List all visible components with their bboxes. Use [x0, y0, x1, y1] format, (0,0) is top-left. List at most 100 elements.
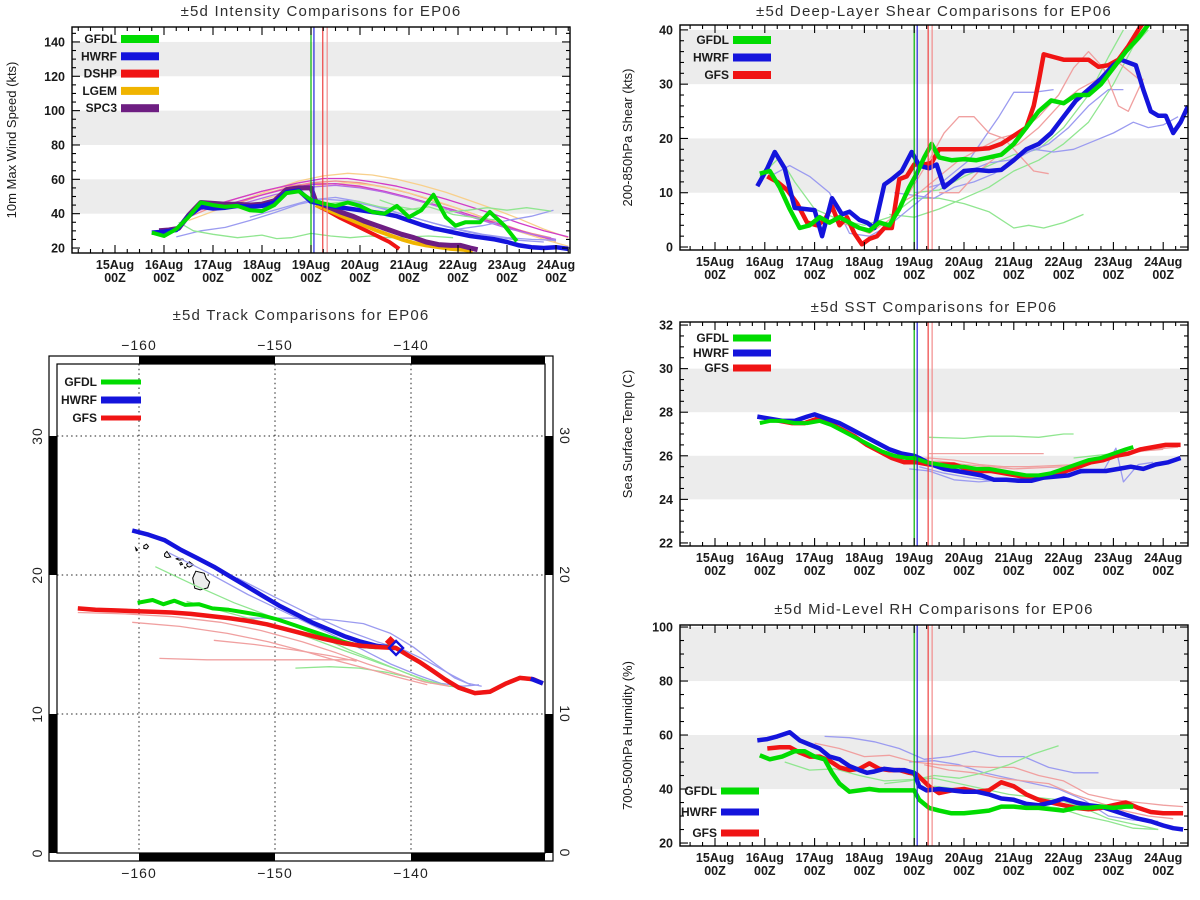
lon-label-bottom: −150	[257, 865, 293, 881]
legend-label: HWRF	[681, 805, 717, 819]
legend-label: DSHP	[84, 67, 117, 81]
series-GFS-prev-2-line	[898, 50, 1144, 205]
x-tick-label: 17Aug 00Z	[795, 255, 833, 282]
legend-swatch	[733, 53, 771, 62]
analysis-time-lines	[913, 25, 933, 250]
island-niihau	[134, 546, 139, 552]
track-HWRF-prev-2	[236, 577, 482, 687]
lat-label-left: 30	[29, 427, 45, 445]
x-tick-label: 15Aug 00Z	[696, 255, 734, 282]
x-axis: 15Aug 00Z 16Aug 00Z 17Aug 00Z 18Aug 00Z 19Aug 00Z…	[689, 322, 1182, 578]
island-oahu	[164, 550, 172, 559]
x-tick-label: 20Aug 00Z	[341, 258, 379, 285]
hawaiian-islands	[134, 543, 211, 591]
island-kauai	[143, 543, 150, 550]
y-tick-label: 20	[51, 242, 65, 256]
x-tick-label: 24Aug 00Z	[1144, 551, 1182, 578]
legend-label: GFS	[704, 361, 729, 375]
lat-label-right: 10	[557, 705, 573, 723]
x-tick-label: 19Aug 00Z	[292, 258, 330, 285]
plot-frame	[679, 24, 1189, 251]
series	[151, 172, 569, 253]
series-GFDL-line	[759, 418, 1134, 478]
analysis-time-lines	[310, 27, 328, 253]
shaded-bands	[72, 41, 570, 214]
x-tick-label: 23Aug 00Z	[1094, 851, 1132, 878]
storm-position-marker	[387, 639, 405, 657]
series-HWRF-prev-3-line	[433, 209, 554, 232]
y-axis-title: 200-850hPa Shear (kts)	[620, 68, 635, 206]
legend-swatch	[121, 69, 159, 78]
x-tick-label: 15Aug 00Z	[696, 551, 734, 578]
legend-label: GFDL	[684, 784, 717, 798]
x-tick-label: 22Aug 00Z	[439, 258, 477, 285]
x-axis: 15Aug 00Z 16Aug 00Z 17Aug 00Z 18Aug 00Z 19Aug 00Z…	[689, 625, 1182, 878]
x-tick-label: 22Aug 00Z	[1044, 551, 1082, 578]
lon-label-top: −150	[257, 337, 293, 353]
y-axis-title: 10m Max Wind Speed (kts)	[4, 62, 19, 219]
y-tick-label: 40	[659, 783, 673, 797]
series-GFDL-prev-3-line	[330, 200, 503, 222]
y-axis: 20 40 60 80 100 120 140	[44, 32, 570, 256]
y-tick-label: 60	[51, 173, 65, 187]
x-tick-label: 18Aug 00Z	[243, 258, 281, 285]
series-GFDL-prev-2-line	[379, 199, 552, 213]
legend-swatch	[733, 71, 771, 79]
x-tick-label: 24Aug 00Z	[537, 258, 575, 285]
lon-label-top: −140	[393, 337, 429, 353]
track-HWRF	[131, 528, 397, 651]
legend-swatch	[121, 104, 159, 113]
series-HWRF-prev-1-line	[769, 88, 1054, 237]
legend: GFDL HWRF GFS	[681, 784, 759, 840]
x-tick-label: 15Aug 00Z	[96, 258, 134, 285]
y-tick-label: 100	[44, 104, 65, 118]
x-tick-label: 23Aug 00Z	[1094, 551, 1132, 578]
y-tick-label: 0	[666, 241, 673, 255]
legend-swatch	[733, 349, 771, 357]
x-tick-label: 23Aug 00Z	[1094, 255, 1132, 282]
legend-swatch	[721, 808, 759, 816]
track-lines	[77, 528, 544, 696]
shaded-bands	[680, 627, 1188, 790]
y-tick-label: 60	[659, 729, 673, 743]
y-tick-label: 22	[659, 536, 673, 550]
x-tick-label: 18Aug 00Z	[845, 551, 883, 578]
legend-swatch	[721, 829, 759, 837]
x-tick-label: 17Aug 00Z	[795, 851, 833, 878]
legend-label: GFDL	[696, 33, 729, 47]
y-axis: 20 40 60 80 100	[652, 621, 1188, 851]
x-tick-label: 17Aug 00Z	[795, 551, 833, 578]
chart-title: ±5d SST Comparisons for EP06	[811, 299, 1058, 316]
legend-label: GFDL	[696, 331, 729, 345]
legend-label: HWRF	[693, 346, 729, 360]
lon-label-bottom: −160	[121, 865, 157, 881]
legend-label: HWRF	[61, 393, 97, 407]
y-axis: 22 24 26 28 30 32	[659, 319, 1188, 550]
analysis-time-lines	[913, 625, 933, 846]
x-tick-label: 20Aug 00Z	[945, 551, 983, 578]
legend-label: GFS	[692, 826, 717, 840]
x-tick-label: 20Aug 00Z	[945, 255, 983, 282]
chart-title: ±5d Intensity Comparisons for EP06	[181, 3, 462, 20]
track-HWRF-prev-1	[168, 552, 480, 687]
island-hawaii-big-island	[192, 570, 211, 591]
track-GFS-prev-3	[159, 657, 357, 661]
legend-swatch	[733, 36, 771, 44]
x-tick-label: 17Aug 00Z	[194, 258, 232, 285]
y-tick-label: 80	[659, 675, 673, 689]
analysis-time-lines	[913, 322, 933, 546]
x-tick-label: 24Aug 00Z	[1144, 851, 1182, 878]
legend-swatch	[733, 334, 771, 342]
y-tick-label: 32	[659, 319, 673, 333]
series-GFDL-prev-2-line	[889, 29, 1149, 218]
legend-label: GFDL	[84, 32, 117, 46]
legend-swatch	[733, 364, 771, 372]
lat-label-right: 0	[557, 849, 573, 858]
legend-swatch	[121, 35, 159, 43]
legend-label: GFS	[72, 411, 97, 425]
chart-title: ±5d Deep-Layer Shear Comparisons for EP0…	[756, 3, 1112, 20]
panel-track: −160 −160 −150 −150 −140 −140 0 0 10 10 20 20 30 30 ±5…	[29, 307, 573, 881]
